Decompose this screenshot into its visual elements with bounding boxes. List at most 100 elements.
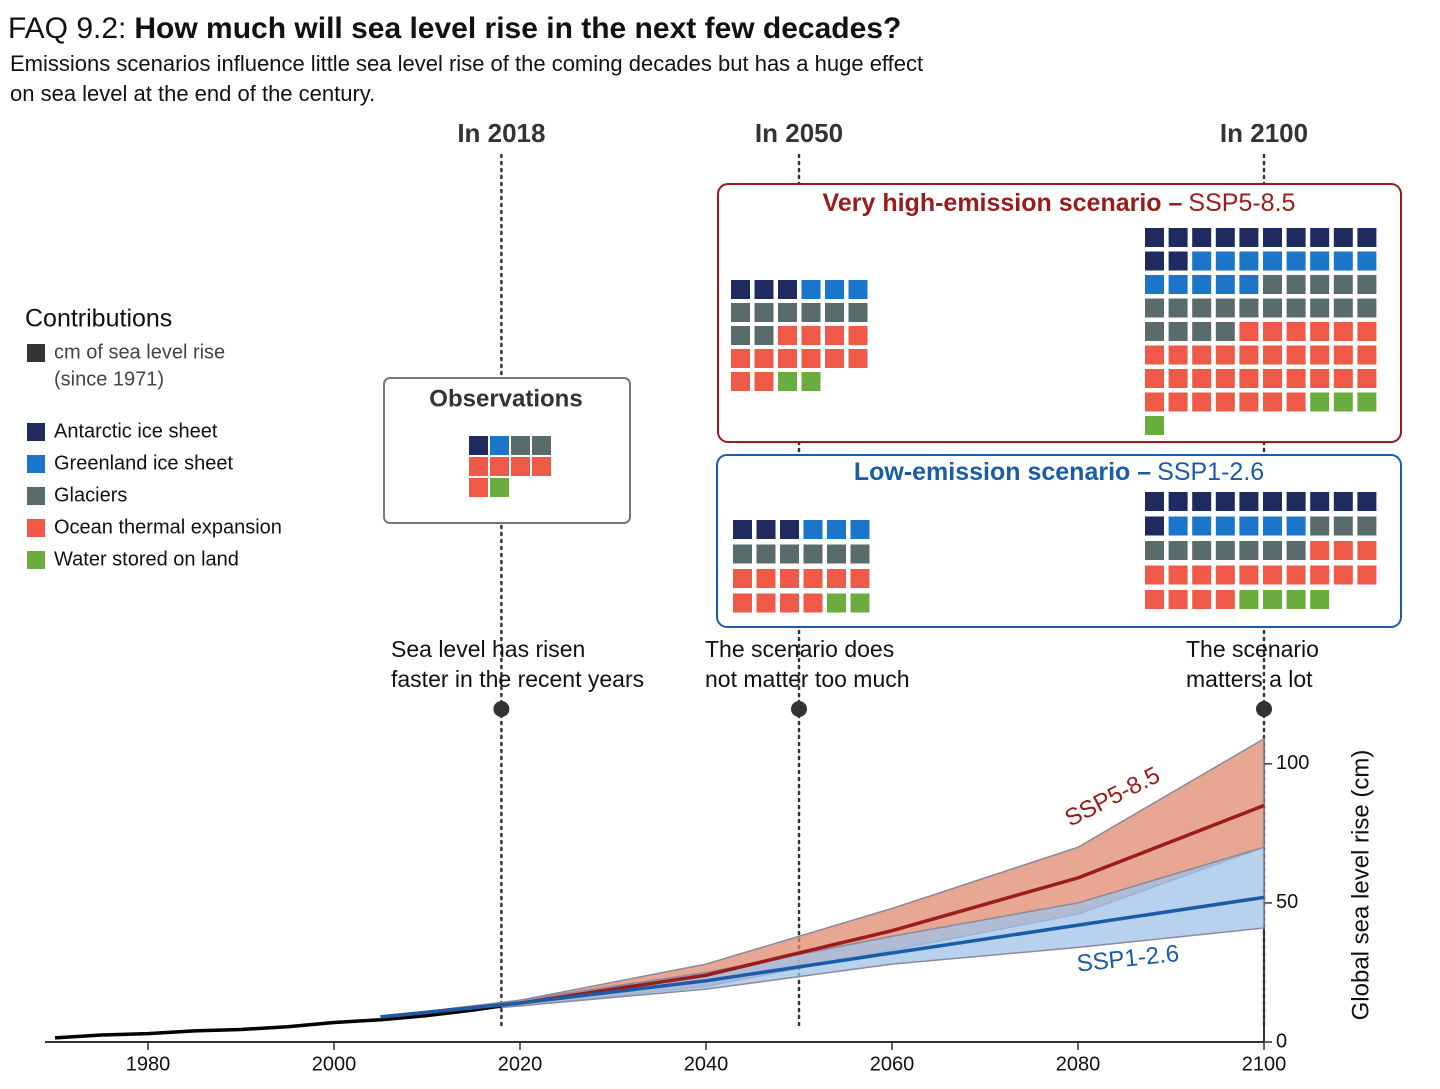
waffle-square: [733, 520, 752, 539]
waffle-square: [1145, 275, 1164, 294]
waffle-square: [801, 303, 821, 322]
waffle-square: [731, 326, 750, 345]
marker-note: The scenario: [1186, 636, 1319, 662]
waffle-square: [825, 349, 844, 368]
waffle-square: [1263, 541, 1282, 560]
waffle-square: [1192, 298, 1212, 318]
waffle-square: [1215, 298, 1235, 318]
waffle-square: [1168, 541, 1188, 560]
waffle-square: [1286, 369, 1306, 388]
marker-dot: [493, 701, 510, 717]
waffle-square: [1168, 251, 1188, 271]
waffle-square: [1192, 322, 1212, 341]
waffle-square: [1192, 516, 1212, 536]
waffle-square: [754, 280, 774, 299]
waffle-square: [1286, 322, 1306, 341]
waffle-square: [1263, 322, 1282, 341]
waffle-square: [1286, 492, 1306, 511]
waffle-square: [825, 303, 844, 322]
waffle-square: [1286, 345, 1306, 365]
legend-label: Ocean thermal expansion: [54, 516, 282, 538]
waffle-square: [1310, 275, 1330, 294]
low-scenario-heading: Low-emission scenario – SSP1-2.6: [854, 458, 1264, 486]
waffle-square: [1192, 492, 1212, 511]
waffle-square: [1145, 369, 1164, 388]
waffle-square: [1192, 590, 1212, 609]
legend-label: Glaciers: [54, 484, 127, 506]
waffle-square: [1145, 416, 1164, 435]
waffle-square: [1192, 228, 1212, 247]
waffle-square: [1310, 541, 1330, 560]
waffle-square: [778, 303, 797, 322]
waffle-square: [1215, 345, 1235, 365]
waffle-square: [1286, 541, 1306, 560]
waffle-square: [1310, 565, 1330, 585]
waffle-square: [1239, 590, 1259, 609]
waffle-square: [731, 372, 750, 391]
waffle-square: [1286, 251, 1306, 271]
y-axis-label: Global sea level rise (cm): [1347, 750, 1374, 1021]
waffle-square: [778, 372, 797, 391]
waffle-square: [1286, 590, 1306, 609]
waffle-square: [1215, 369, 1235, 388]
waffle-square: [1333, 392, 1353, 412]
waffle-square: [1357, 275, 1377, 294]
legend-unit-swatch: [27, 344, 45, 362]
y-tick-label: 0: [1276, 1030, 1287, 1052]
waffle-square: [1286, 275, 1306, 294]
waffle-square: [780, 593, 799, 613]
legend-label: Water stored on land: [54, 548, 239, 570]
waffle-square: [1215, 275, 1235, 294]
waffle-square: [827, 520, 846, 539]
waffle-square: [1310, 251, 1330, 271]
y-tick-label: 100: [1276, 752, 1309, 774]
waffle-square: [1215, 228, 1235, 247]
marker-dot: [791, 701, 807, 717]
waffle-square: [1168, 590, 1188, 609]
waffle-square: [1145, 228, 1164, 247]
marker-note: Sea level has risen: [391, 636, 585, 662]
waffle-square: [848, 349, 868, 368]
legend-swatch: [27, 519, 45, 537]
waffle-square: [1357, 298, 1377, 318]
waffle-square: [731, 349, 750, 368]
waffle-square: [1310, 590, 1330, 609]
waffle-square: [754, 326, 774, 345]
waffle-square: [803, 593, 823, 613]
title-prefix: FAQ 9.2:: [8, 12, 126, 45]
waffle-square: [1215, 590, 1235, 609]
high-scenario-heading: Very high-emission scenario – SSP5-8.5: [823, 189, 1296, 217]
waffle-square: [1215, 492, 1235, 511]
title-text: How much will sea level rise in the next…: [134, 12, 901, 45]
waffle-square: [1192, 275, 1212, 294]
waffle-square: [848, 280, 868, 299]
waffle-square: [778, 326, 797, 345]
waffle-square: [1263, 392, 1282, 412]
marker-note: faster in the recent years: [391, 666, 644, 692]
scenario-name: SSP1-2.6: [1157, 458, 1264, 486]
waffle-square: [1239, 275, 1259, 294]
waffle-square: [1192, 392, 1212, 412]
scenario-heading: Very high-emission scenario –: [823, 189, 1183, 217]
waffle-square: [756, 593, 776, 613]
waffle-square: [1192, 565, 1212, 585]
waffle-square: [731, 303, 750, 322]
waffle-square: [1168, 369, 1188, 388]
waffle-square: [1333, 298, 1353, 318]
waffle-square: [850, 520, 870, 539]
waffle-square: [803, 520, 823, 539]
legend-swatch: [27, 423, 45, 441]
waffle-square: [827, 544, 846, 564]
x-tick-label: 2000: [312, 1053, 357, 1075]
range-band: [380, 846, 1265, 1018]
waffle-square: [469, 436, 488, 455]
waffle-square: [1263, 275, 1282, 294]
waffle-square: [1239, 392, 1259, 412]
waffle-square: [1239, 322, 1259, 341]
waffle-square: [780, 544, 799, 564]
waffle-square: [1333, 565, 1353, 585]
waffle-square: [490, 457, 509, 476]
waffle-square: [827, 569, 846, 588]
marker-label: In 2050: [755, 118, 843, 148]
waffle-square: [1168, 565, 1188, 585]
